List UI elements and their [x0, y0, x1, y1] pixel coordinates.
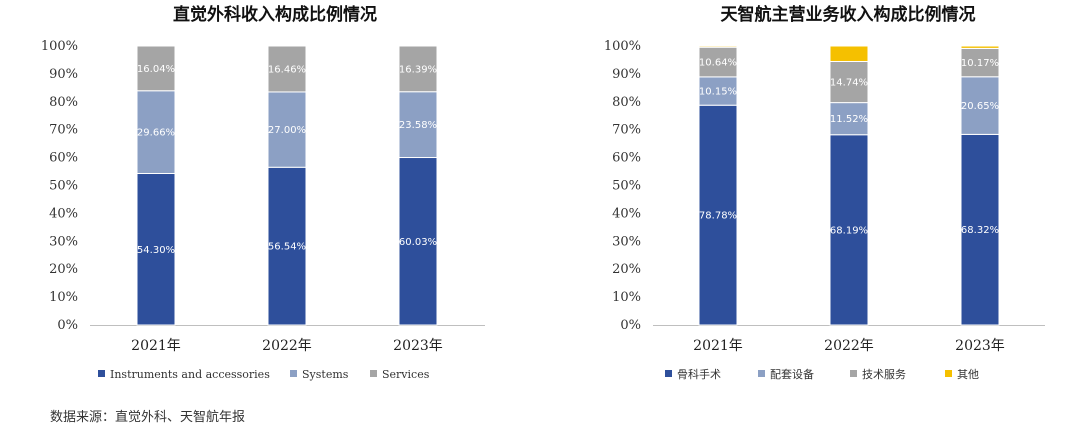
chart-intuitive-x-tick: 2022年 — [262, 338, 312, 354]
chart-intuitive-bar-segment — [267, 45, 307, 93]
chart-intuitive-y-tick: 10% — [49, 290, 78, 305]
chart-intuitive-y-tick: 80% — [49, 95, 78, 110]
chart-intuitive-y-tick: 30% — [49, 234, 78, 249]
chart-intuitive-y-tick: 100% — [41, 39, 78, 54]
chart-intuitive-data-label: 56.54% — [268, 242, 306, 253]
chart-tinavi-y-tick: 50% — [612, 179, 641, 194]
chart-intuitive-y-tick: 0% — [57, 318, 78, 333]
chart-tinavi-legend-label: 配套设备 — [770, 367, 814, 381]
chart-tinavi-bar-segment — [829, 60, 869, 104]
source-note: 数据来源：直觉外科、天智航年报 — [50, 410, 246, 425]
chart-tinavi-bar-segment — [960, 76, 1000, 135]
chart-intuitive-legend-label: Services — [382, 368, 430, 381]
chart-tinavi-data-label: 20.65% — [961, 101, 999, 112]
chart-intuitive-data-label: 29.66% — [137, 128, 175, 139]
chart-tinavi-y-tick: 20% — [612, 262, 641, 277]
chart-tinavi-bar-segment — [960, 47, 1000, 78]
chart-intuitive-legend-swatch — [98, 370, 105, 377]
chart-tinavi-bar-segment — [698, 45, 738, 48]
chart-intuitive-title: 直觉外科收入构成比例情况 — [173, 4, 377, 25]
chart-intuitive-y-tick: 50% — [49, 179, 78, 194]
chart-intuitive-bar-segment — [398, 91, 438, 159]
chart-intuitive-data-label: 60.03% — [399, 237, 437, 248]
chart-intuitive-bar-segment — [136, 173, 176, 326]
chart-intuitive-bar-segment — [267, 91, 307, 168]
chart-tinavi-legend-label: 其他 — [957, 368, 979, 381]
chart-tinavi-legend-label: 骨科手术 — [677, 367, 721, 381]
chart-intuitive-bar-segment — [267, 166, 307, 326]
chart-tinavi-x-tick: 2023年 — [955, 338, 1005, 354]
chart-intuitive-legend-swatch — [370, 370, 377, 377]
chart-intuitive-y-tick: 90% — [49, 67, 78, 82]
chart-intuitive-x-tick: 2023年 — [393, 338, 443, 354]
chart-tinavi-data-label: 10.64% — [699, 58, 737, 69]
chart-intuitive-legend-swatch — [290, 370, 297, 377]
chart-tinavi-legend-swatch — [945, 370, 952, 377]
chart-intuitive-y-tick: 60% — [49, 151, 78, 166]
chart-tinavi-legend-swatch — [665, 370, 672, 377]
chart-tinavi-y-tick: 30% — [612, 234, 641, 249]
chart-tinavi-y-tick: 40% — [612, 206, 641, 221]
chart-intuitive-data-label: 23.58% — [399, 120, 437, 131]
chart-intuitive-bar-segment — [398, 157, 438, 326]
chart-tinavi-data-label: 78.78% — [699, 211, 737, 222]
chart-tinavi-y-tick: 100% — [604, 39, 641, 54]
chart-intuitive-y-tick: 20% — [49, 262, 78, 277]
chart-tinavi-data-label: 14.74% — [830, 78, 868, 89]
chart-intuitive-bar-segment — [136, 90, 176, 175]
chart-tinavi-data-label: 68.32% — [961, 225, 999, 236]
chart-tinavi-x-tick: 2021年 — [693, 338, 743, 354]
chart-tinavi-bar-segment — [698, 76, 738, 106]
chart-intuitive-data-label: 16.46% — [268, 64, 306, 75]
chart-tinavi-bar-segment — [829, 45, 869, 62]
chart-tinavi-title: 天智航主营业务收入构成比例情况 — [721, 4, 976, 25]
chart-tinavi-y-tick: 60% — [612, 151, 641, 166]
chart-intuitive-data-label: 16.39% — [399, 64, 437, 75]
chart-tinavi-bar-segment — [960, 133, 1000, 326]
chart-intuitive-bar-segment — [136, 45, 176, 92]
chart-tinavi-legend-swatch — [758, 370, 765, 377]
chart-tinavi-legend-swatch — [850, 370, 857, 377]
chart-intuitive-data-label: 54.30% — [137, 245, 175, 256]
chart-tinavi-data-label: 68.19% — [830, 225, 868, 236]
chart-tinavi-data-label: 10.15% — [699, 87, 737, 98]
chart-intuitive-legend-label: Systems — [302, 368, 349, 381]
chart-intuitive-y-tick: 70% — [49, 123, 78, 138]
chart-intuitive-data-label: 27.00% — [268, 125, 306, 136]
chart-intuitive-legend-label: Instruments and accessories — [110, 368, 270, 381]
chart-tinavi-bar-segment — [829, 102, 869, 136]
chart-tinavi-y-tick: 80% — [612, 95, 641, 110]
chart-intuitive-y-tick: 40% — [49, 206, 78, 221]
chart-tinavi-y-tick: 0% — [620, 318, 641, 333]
chart-tinavi-y-tick: 10% — [612, 290, 641, 305]
chart-tinavi-bar-segment — [960, 45, 1000, 49]
chart-tinavi-legend-label: 技术服务 — [862, 368, 906, 381]
chart-intuitive-x-tick: 2021年 — [131, 338, 181, 354]
chart-intuitive-data-label: 16.04% — [137, 64, 175, 75]
chart-tinavi-y-tick: 70% — [612, 123, 641, 138]
chart-intuitive-bar-segment — [398, 45, 438, 93]
chart-tinavi-data-label: 10.17% — [961, 58, 999, 69]
chart-tinavi-bar-segment — [829, 134, 869, 326]
chart-tinavi-x-tick: 2022年 — [824, 338, 874, 354]
chart-tinavi-y-tick: 90% — [612, 67, 641, 82]
chart-tinavi-data-label: 11.52% — [830, 114, 868, 125]
